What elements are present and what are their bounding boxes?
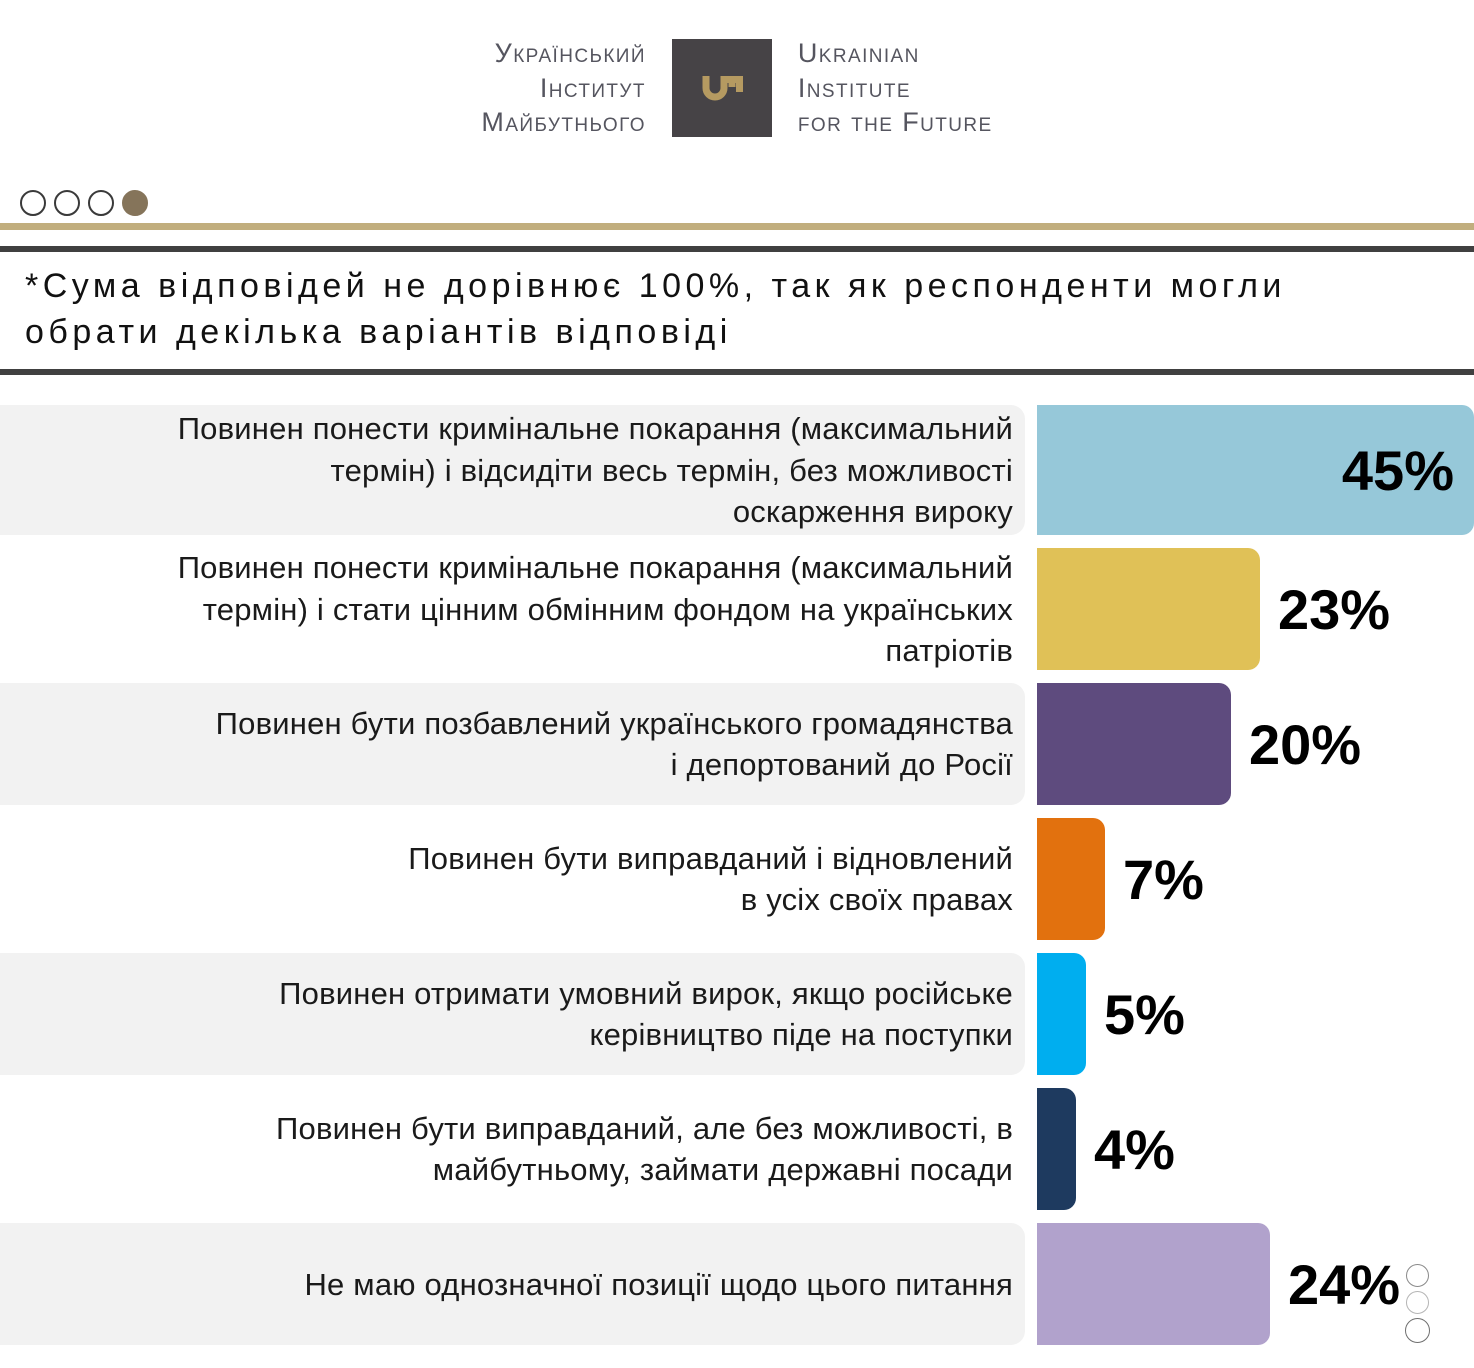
chart-row: Повинен бути виправданий і відновлений в… [0, 818, 1474, 941]
slide-pagination [20, 189, 1474, 216]
bar-area: 7% [1037, 818, 1474, 941]
chart-row: Повинен понести кримінальне покарання (м… [0, 548, 1474, 671]
category-label-area: Повинен понести кримінальне покарання (м… [0, 405, 1025, 536]
category-label-area: Повинен бути виправданий, але без можлив… [0, 1088, 1025, 1210]
bar [1037, 683, 1231, 806]
decorative-circle [1405, 1318, 1430, 1343]
category-label-area: Не маю однозначної позиції щодо цього пи… [0, 1223, 1025, 1346]
decorative-circle [1406, 1291, 1429, 1314]
note-box: *Сума відповідей не дорівнює 100%, так я… [0, 245, 1474, 376]
decorative-circles [1405, 1264, 1430, 1343]
chart-row: Повинен бути позбавлений українського гр… [0, 683, 1474, 806]
bar [1037, 405, 1474, 536]
category-label: Повинен бути позбавлений українського гр… [215, 705, 1013, 783]
bar [1037, 818, 1105, 941]
category-label: Повинен отримати умовний вирок, якщо рос… [279, 975, 1013, 1053]
pagination-dot-active[interactable] [122, 189, 148, 216]
category-label: Не маю однозначної позиції щодо цього пи… [304, 1266, 1013, 1302]
bar-area: 4% [1037, 1088, 1474, 1211]
bar [1037, 1088, 1076, 1211]
category-label-area: Повинен бути виправданий і відновлений в… [0, 818, 1025, 940]
gold-separator-line [0, 222, 1474, 230]
category-label: Повинен бути виправданий і відновлений в… [408, 840, 1013, 918]
chart-row: Повинен понести кримінальне покарання (м… [0, 405, 1474, 536]
key-icon [690, 53, 754, 122]
category-label: Повинен понести кримінальне покарання (м… [177, 549, 1013, 669]
bar [1037, 1223, 1270, 1346]
category-label-area: Повинен бути позбавлений українського гр… [0, 683, 1025, 806]
pagination-dot[interactable] [54, 189, 80, 216]
category-label: Повинен понести кримінальне покарання (м… [177, 410, 1013, 530]
category-label-area: Повинен понести кримінальне покарання (м… [0, 548, 1025, 670]
header: Український Інститут Майбутнього Ukraini… [0, 0, 1474, 140]
category-label: Повинен бути виправданий, але без можлив… [276, 1110, 1013, 1188]
footnote-text: *Сума відповідей не дорівнює 100%, так я… [25, 266, 1286, 351]
chart-row: Повинен отримати умовний вирок, якщо рос… [0, 953, 1474, 1076]
logo-box [671, 38, 772, 137]
bar-area: 24% [1037, 1223, 1474, 1346]
bar-area: 45% [1037, 405, 1474, 536]
bar-value: 23% [1278, 577, 1391, 641]
category-label-area: Повинен отримати умовний вирок, якщо рос… [0, 953, 1025, 1076]
bar-value: 45% [1341, 438, 1454, 502]
bar-area: 20% [1037, 683, 1474, 806]
pagination-dot[interactable] [20, 189, 46, 216]
pagination-dot[interactable] [88, 189, 114, 216]
bar-area: 23% [1037, 548, 1474, 671]
bar-area: 5% [1037, 953, 1474, 1076]
bar-chart: Повинен понести кримінальне покарання (м… [0, 405, 1474, 1346]
bar-value: 5% [1104, 982, 1185, 1046]
bar [1037, 548, 1260, 671]
bar-value: 24% [1288, 1252, 1401, 1316]
bar-value: 7% [1123, 847, 1204, 911]
logo-text-ukrainian: Український Інститут Майбутнього [481, 38, 646, 138]
bar [1037, 953, 1086, 1076]
decorative-circle [1406, 1264, 1429, 1287]
bar-value: 4% [1094, 1117, 1175, 1181]
chart-row: Не маю однозначної позиції щодо цього пи… [0, 1223, 1474, 1346]
chart-row: Повинен бути виправданий, але без можлив… [0, 1088, 1474, 1211]
bar-value: 20% [1249, 712, 1362, 776]
logo-text-english: Ukrainian Institute for the Future [797, 38, 993, 138]
